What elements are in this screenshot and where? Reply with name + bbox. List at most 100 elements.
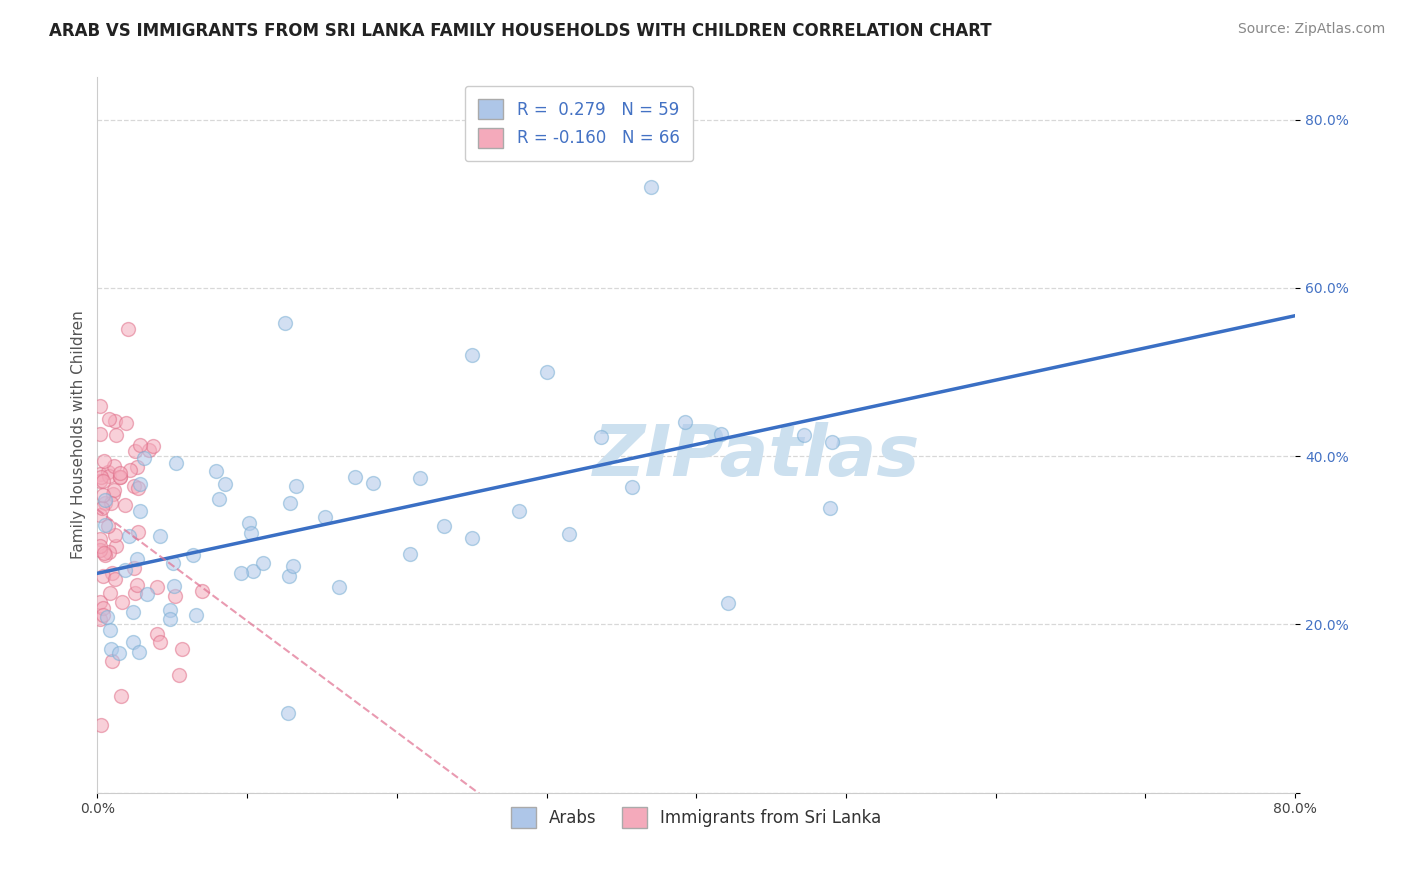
Point	[278, 496, 301, 510]
Point	[460, 348, 482, 362]
Y-axis label: Family Households with Children: Family Households with Children	[72, 310, 86, 559]
Point	[536, 365, 558, 379]
Point	[94, 548, 117, 562]
Point	[169, 668, 191, 682]
Point	[363, 476, 385, 491]
Point	[184, 607, 207, 622]
Point	[89, 543, 111, 558]
Point	[159, 612, 181, 626]
Point	[673, 415, 696, 429]
Point	[89, 426, 111, 441]
Point	[205, 464, 228, 478]
Point	[89, 399, 111, 413]
Point	[108, 646, 131, 660]
Point	[118, 529, 141, 543]
Point	[101, 487, 124, 501]
Point	[91, 487, 114, 501]
Point	[162, 556, 184, 570]
Point	[91, 600, 114, 615]
Point	[89, 533, 111, 547]
Point	[132, 450, 155, 465]
Point	[274, 316, 297, 330]
Point	[717, 596, 740, 610]
Point	[89, 475, 111, 489]
Point	[129, 504, 152, 518]
Point	[145, 580, 167, 594]
Point	[114, 498, 136, 512]
Point	[108, 466, 131, 480]
Point	[558, 527, 581, 541]
Point	[314, 510, 336, 524]
Point	[89, 612, 111, 626]
Point	[208, 492, 231, 507]
Point	[138, 443, 160, 458]
Point	[589, 430, 612, 444]
Point	[162, 579, 184, 593]
Point	[818, 500, 841, 515]
Point	[128, 645, 150, 659]
Point	[98, 624, 121, 638]
Point	[821, 435, 844, 450]
Point	[94, 493, 117, 508]
Point	[284, 479, 307, 493]
Point	[277, 706, 299, 720]
Point	[710, 426, 733, 441]
Point	[145, 627, 167, 641]
Point	[89, 595, 111, 609]
Point	[104, 527, 127, 541]
Point	[149, 635, 172, 649]
Point	[91, 569, 114, 583]
Text: Source: ZipAtlas.com: Source: ZipAtlas.com	[1237, 22, 1385, 37]
Point	[89, 539, 111, 553]
Point	[165, 456, 187, 470]
Point	[214, 477, 236, 491]
Point	[91, 501, 114, 516]
Point	[117, 322, 139, 336]
Point	[125, 552, 148, 566]
Point	[159, 603, 181, 617]
Point	[124, 444, 146, 458]
Point	[101, 654, 124, 668]
Point	[104, 572, 127, 586]
Point	[93, 454, 115, 468]
Point	[104, 414, 127, 428]
Point	[793, 428, 815, 442]
Point	[89, 508, 111, 523]
Point	[433, 518, 456, 533]
Point	[344, 470, 367, 484]
Point	[97, 519, 120, 533]
Point	[114, 417, 136, 431]
Point	[97, 465, 120, 479]
Point	[229, 566, 252, 580]
Point	[163, 589, 186, 603]
Point	[90, 469, 112, 483]
Point	[100, 496, 122, 510]
Point	[91, 475, 114, 489]
Point	[125, 460, 148, 475]
Point	[122, 605, 145, 619]
Point	[640, 179, 662, 194]
Point	[191, 584, 214, 599]
Point	[124, 561, 146, 575]
Point	[149, 529, 172, 543]
Point	[96, 610, 118, 624]
Point	[409, 470, 432, 484]
Point	[103, 459, 125, 474]
Point	[94, 496, 117, 510]
Point	[240, 526, 263, 541]
Point	[277, 568, 299, 582]
Text: ZIPatlas: ZIPatlas	[592, 422, 920, 491]
Point	[328, 581, 350, 595]
Point	[127, 524, 149, 539]
Point	[98, 469, 121, 483]
Point	[136, 587, 159, 601]
Point	[110, 689, 132, 703]
Point	[89, 467, 111, 482]
Point	[103, 483, 125, 498]
Point	[98, 586, 121, 600]
Point	[399, 547, 422, 561]
Point	[97, 545, 120, 559]
Point	[127, 481, 149, 495]
Point	[129, 438, 152, 452]
Point	[122, 479, 145, 493]
